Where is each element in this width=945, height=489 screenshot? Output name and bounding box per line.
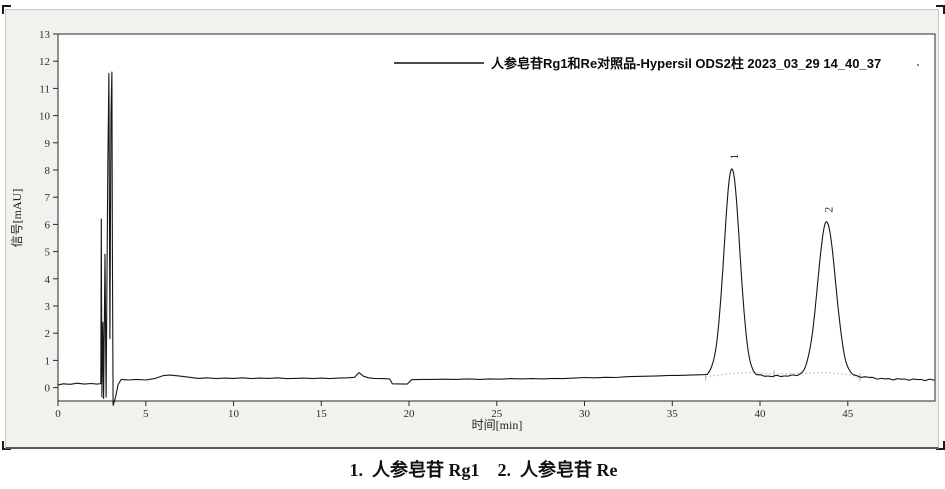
y-tick-label: 6 xyxy=(45,219,51,231)
y-tick-label: 1 xyxy=(45,355,51,367)
x-tick-label: 35 xyxy=(667,408,679,420)
crop-corner-mark-bottom-right xyxy=(936,441,945,450)
x-tick-label: 45 xyxy=(842,408,854,420)
x-tick-label: 5 xyxy=(143,408,149,420)
y-tick-label: 0 xyxy=(45,383,51,395)
crop-corner-mark-top-right xyxy=(936,5,945,14)
speck xyxy=(917,64,919,66)
y-tick-label: 4 xyxy=(45,274,51,286)
legend-label: 人参皂苷Rg1和Re对照品-Hypersil ODS2柱 2023_03_29 … xyxy=(491,56,881,71)
y-tick-label: 10 xyxy=(39,111,51,123)
y-axis-title: 信号[mAU] xyxy=(10,189,24,248)
y-tick-label: 7 xyxy=(45,192,51,204)
plot-area xyxy=(57,33,936,402)
y-tick-label: 11 xyxy=(39,83,50,95)
chromatogram-trace xyxy=(57,71,935,406)
y-tick-label: 3 xyxy=(45,301,51,313)
x-tick-label: 0 xyxy=(55,408,61,420)
peak-label: 2 xyxy=(822,207,836,213)
x-tick-label: 40 xyxy=(755,408,767,420)
peak-label: 1 xyxy=(727,154,741,160)
figure-caption: 1. 人参皂苷 Rg1 2. 人参皂苷 Re xyxy=(349,460,618,480)
y-tick-label: 13 xyxy=(39,29,51,41)
x-tick-label: 25 xyxy=(491,408,503,420)
x-tick-label: 30 xyxy=(579,408,591,420)
x-axis-title: 时间[min] xyxy=(472,418,523,432)
x-tick-label: 20 xyxy=(404,408,416,420)
x-tick-label: 10 xyxy=(228,408,240,420)
x-tick-label: 15 xyxy=(316,408,328,420)
crop-corner-mark-bottom-left xyxy=(2,441,11,450)
peak-labels: 12 xyxy=(727,154,836,213)
y-tick-label: 5 xyxy=(45,247,51,259)
y-tick-label: 8 xyxy=(45,165,51,177)
y-tick-label: 9 xyxy=(45,138,51,150)
y-tick-label: 2 xyxy=(45,328,51,340)
crop-corner-mark-top-left xyxy=(2,5,11,14)
y-tick-label: 12 xyxy=(39,56,50,68)
